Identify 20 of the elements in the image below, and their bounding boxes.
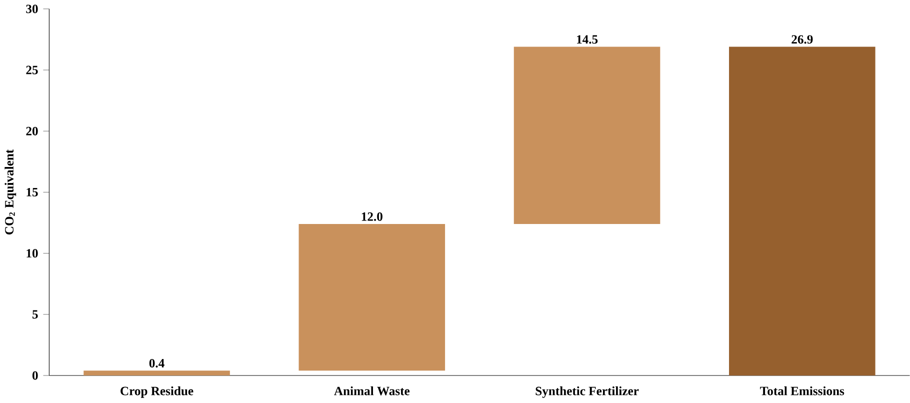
y-tick-label: 0 [32, 371, 38, 380]
x-tick-label: Total Emissions [760, 386, 844, 396]
x-tick-label: Crop Residue [120, 386, 194, 398]
y-tick-label: 30 [26, 4, 38, 14]
y-tick-label: 15 [26, 188, 38, 197]
x-tick-label: Synthetic Fertilizer [536, 386, 639, 398]
data-label: 14.5 [577, 35, 598, 44]
y-tick-label: 25 [26, 66, 38, 74]
data-label: 12.0 [362, 212, 382, 222]
bar [298, 224, 446, 371]
y-tick-label: 10 [26, 249, 38, 258]
data-label: 0.4 [149, 359, 164, 368]
y-tick-label: 5 [32, 310, 38, 319]
x-tick-label: Animal Waste [334, 386, 410, 396]
bar [514, 47, 660, 224]
y-tick-label: 20 [26, 127, 38, 136]
bar [84, 370, 230, 376]
bar [729, 47, 876, 376]
data-label: 26.9 [792, 35, 813, 44]
y-axis-title: CO$_{2}$ Equivalent [4, 150, 16, 235]
